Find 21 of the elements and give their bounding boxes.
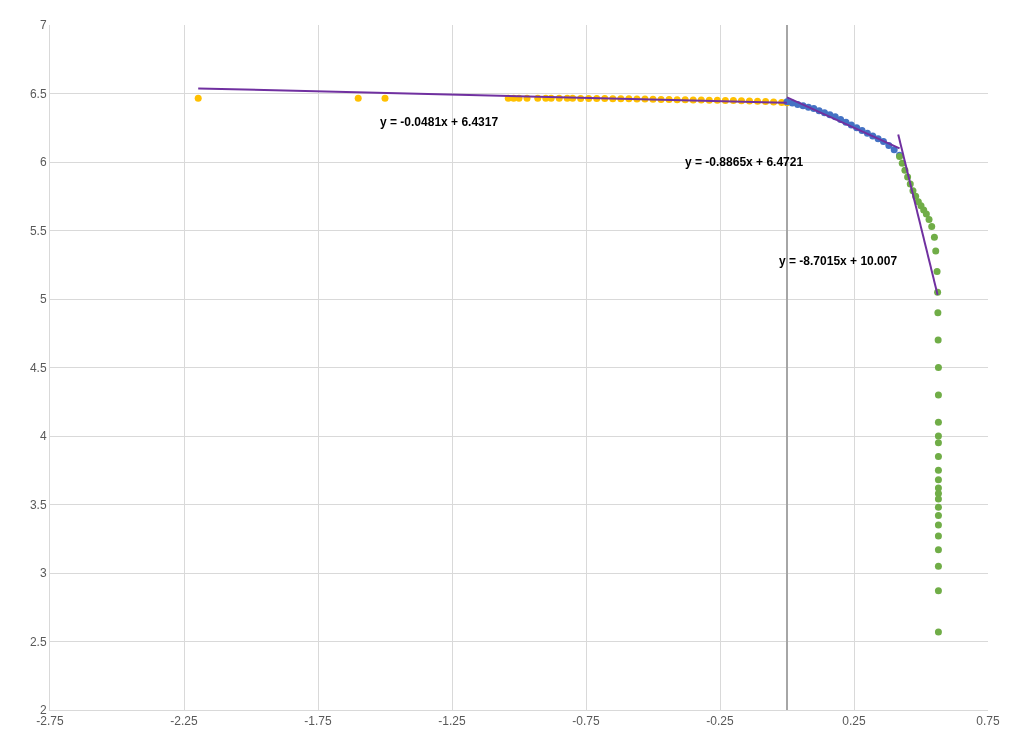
annotation: y = -8.7015x + 10.007 (779, 254, 898, 268)
annotation: y = -0.0481x + 6.4317 (380, 115, 499, 129)
annotation: y = -0.8865x + 6.4721 (685, 155, 804, 169)
y-tick-label: 6 (39, 155, 47, 170)
y-tick-label: 6.5 (29, 86, 47, 101)
x-tick-label: -0.75 (572, 714, 600, 729)
y-tick-label: 4.5 (29, 360, 47, 375)
y-tick-label: 5 (39, 292, 47, 307)
x-tick-label: -2.25 (170, 714, 198, 729)
y-tick-label: 3 (39, 566, 47, 581)
x-tick-label: -1.25 (438, 714, 466, 729)
y-tick-label: 2.5 (29, 634, 47, 649)
y-tick-label: 4 (39, 429, 47, 444)
y-tick-label: 5.5 (29, 223, 47, 238)
x-tick-label: 0.25 (842, 714, 866, 729)
y-tick-label: 3.5 (29, 497, 47, 512)
x-tick-label: -1.75 (304, 714, 332, 729)
x-tick-label: -2.75 (36, 714, 64, 729)
x-tick-label: -0.25 (706, 714, 734, 729)
y-tick-label: 7 (39, 18, 47, 33)
x-tick-label: 0.75 (976, 714, 1000, 729)
